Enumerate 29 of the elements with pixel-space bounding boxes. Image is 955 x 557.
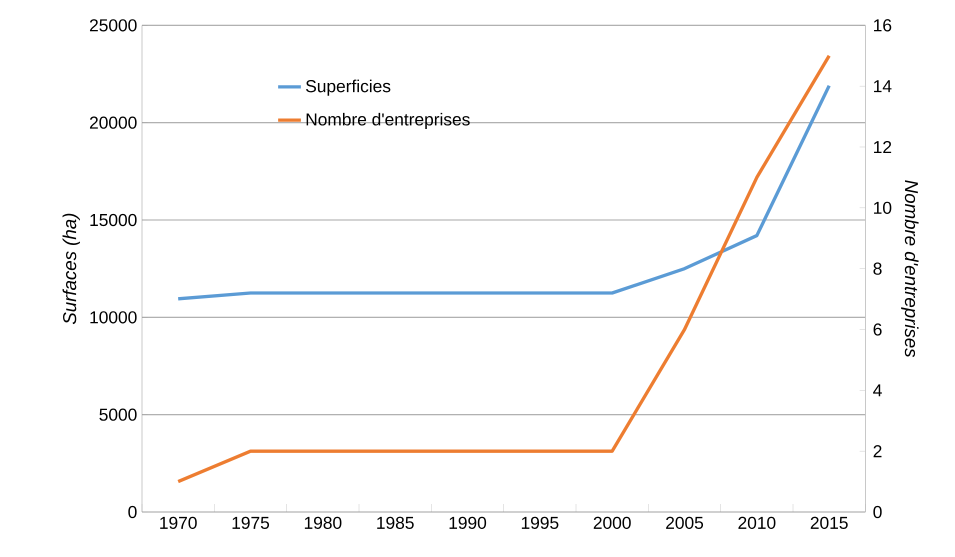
y2-tick-label: 14 bbox=[874, 80, 892, 92]
x-tick-label: 1985 bbox=[377, 516, 414, 529]
y-tick-label: 20000 bbox=[90, 116, 137, 129]
x-tick-label: 1975 bbox=[232, 516, 270, 529]
y2-tick-label: 8 bbox=[873, 262, 882, 275]
y-tick-label: 25000 bbox=[90, 19, 137, 32]
y2-tick-label: 4 bbox=[873, 384, 882, 396]
y-tick-label: 5000 bbox=[99, 408, 137, 421]
legend-label: Nombre d'entreprises bbox=[306, 112, 470, 129]
y2-tick-label: 12 bbox=[874, 140, 892, 154]
x-tick-label: 1980 bbox=[304, 516, 342, 529]
x-tick-label: 1990 bbox=[450, 516, 486, 529]
y2-axis-title: Nombre d'entreprises bbox=[901, 180, 919, 358]
y2-tick-label: 10 bbox=[874, 202, 892, 214]
x-tick-label: 2015 bbox=[810, 516, 848, 529]
y2-tick-label: 6 bbox=[874, 323, 882, 336]
x-tick-label: 1970 bbox=[160, 516, 197, 529]
x-tick-label: 2010 bbox=[738, 516, 776, 529]
y-tick-label: 0 bbox=[128, 506, 137, 518]
y-axis-title: Surfaces (ha) bbox=[62, 214, 80, 324]
y2-tick-label: 2 bbox=[874, 445, 882, 458]
y-tick-label: 10000 bbox=[90, 311, 137, 324]
y-tick-label: 15000 bbox=[90, 214, 137, 226]
x-tick-label: 1995 bbox=[522, 516, 558, 529]
legend-label: Superficies bbox=[306, 80, 390, 96]
x-tick-label: 2000 bbox=[594, 516, 631, 529]
y2-tick-label: 0 bbox=[873, 506, 882, 518]
x-tick-label: 2005 bbox=[666, 516, 704, 529]
y2-tick-label: 16 bbox=[874, 19, 892, 32]
